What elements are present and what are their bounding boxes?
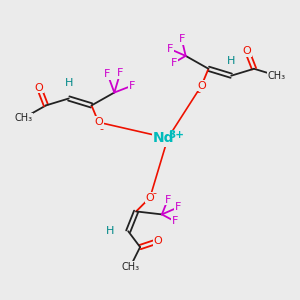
Text: 3+: 3+ — [169, 130, 185, 140]
Text: CH₃: CH₃ — [121, 262, 139, 272]
Text: F: F — [104, 69, 111, 79]
Text: O: O — [243, 46, 251, 56]
Text: -: - — [197, 87, 201, 97]
Text: O: O — [146, 193, 154, 202]
Text: F: F — [172, 216, 178, 226]
Text: H: H — [227, 56, 236, 66]
Text: H: H — [106, 226, 115, 236]
Text: F: F — [171, 58, 177, 68]
Text: H: H — [64, 78, 73, 88]
Text: CH₃: CH₃ — [14, 113, 32, 123]
Text: F: F — [117, 68, 124, 78]
Text: O: O — [154, 236, 162, 246]
Text: -: - — [153, 188, 157, 198]
Text: O: O — [94, 117, 103, 127]
Text: F: F — [165, 194, 171, 205]
Text: -: - — [99, 124, 103, 134]
Text: F: F — [129, 81, 135, 91]
Text: F: F — [175, 202, 181, 212]
Text: F: F — [178, 34, 185, 44]
Text: CH₃: CH₃ — [268, 71, 286, 81]
Text: O: O — [197, 81, 206, 91]
Text: O: O — [35, 82, 44, 93]
Text: F: F — [167, 44, 173, 54]
Text: Nd: Nd — [153, 131, 175, 145]
